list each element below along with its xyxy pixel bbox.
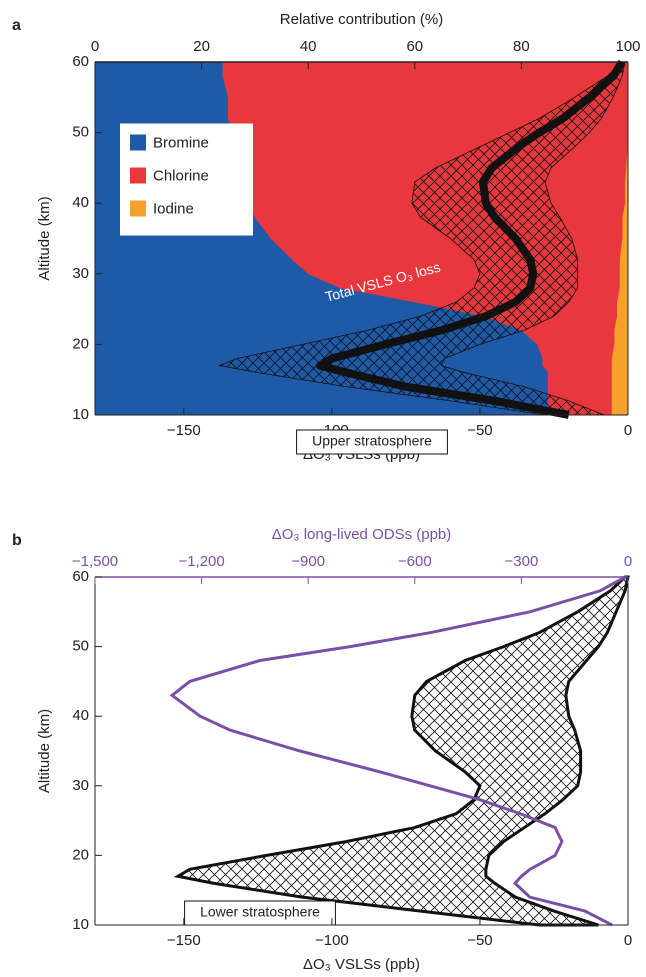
y-tick-label: 50	[72, 124, 89, 141]
annotation: Lower stratosphere	[200, 904, 320, 920]
x-tick-label: −50	[467, 932, 492, 949]
x2-axis-label: ΔO₃ long-lived ODSs (ppb)	[272, 526, 452, 543]
x2-tick-label: 80	[513, 38, 530, 55]
y-tick-label: 60	[72, 53, 89, 70]
y-tick-label: 30	[72, 777, 89, 794]
annotation: Upper stratosphere	[312, 433, 432, 449]
ods-line	[169, 575, 626, 927]
legend-swatch	[130, 200, 146, 217]
x2-tick-label: −600	[398, 553, 432, 570]
y-tick-label: 40	[72, 194, 89, 211]
y-axis-label: Altitude (km)	[36, 196, 53, 280]
legend-swatch	[130, 134, 146, 151]
legend-label: Chlorine	[153, 167, 209, 184]
x2-tick-label: −1,500	[72, 553, 118, 570]
y-tick-label: 60	[72, 568, 89, 585]
y-tick-label: 10	[72, 406, 89, 423]
x-tick-label: 0	[624, 932, 632, 949]
legend-swatch	[130, 167, 146, 184]
y-tick-label: 20	[72, 846, 89, 863]
y-tick-label: 40	[72, 707, 89, 724]
x2-axis-label: Relative contribution (%)	[280, 11, 443, 28]
x2-tick-label: 40	[300, 38, 317, 55]
x-tick-label: −50	[467, 422, 492, 439]
annotation-box	[296, 429, 448, 455]
legend-label: Bromine	[153, 134, 209, 151]
x-tick-label: −150	[167, 932, 201, 949]
x2-tick-label: 20	[193, 38, 210, 55]
x2-tick-label: 0	[624, 553, 632, 570]
x2-tick-label: 0	[91, 38, 99, 55]
x-axis-label: ΔO₃ VSLSs (ppb)	[303, 956, 420, 973]
y-tick-label: 20	[72, 335, 89, 352]
x2-tick-label: −900	[291, 553, 325, 570]
x-tick-label: 0	[624, 422, 632, 439]
y-tick-label: 30	[72, 265, 89, 282]
loss-line	[316, 59, 626, 419]
y-axis-label: Altitude (km)	[36, 709, 53, 793]
x-tick-label: −150	[167, 422, 201, 439]
x2-tick-label: 100	[615, 38, 640, 55]
x-tick-label: −100	[315, 932, 349, 949]
x2-tick-label: 60	[406, 38, 423, 55]
panel-letter: a	[12, 17, 21, 34]
y-tick-label: 10	[72, 916, 89, 933]
panel-letter: b	[12, 532, 22, 549]
y-tick-label: 50	[72, 638, 89, 655]
vsls-range	[173, 575, 630, 927]
legend-label: Iodine	[153, 200, 194, 217]
annotation-box	[184, 900, 336, 926]
x2-tick-label: −300	[505, 553, 539, 570]
x2-tick-label: −1,200	[178, 553, 224, 570]
